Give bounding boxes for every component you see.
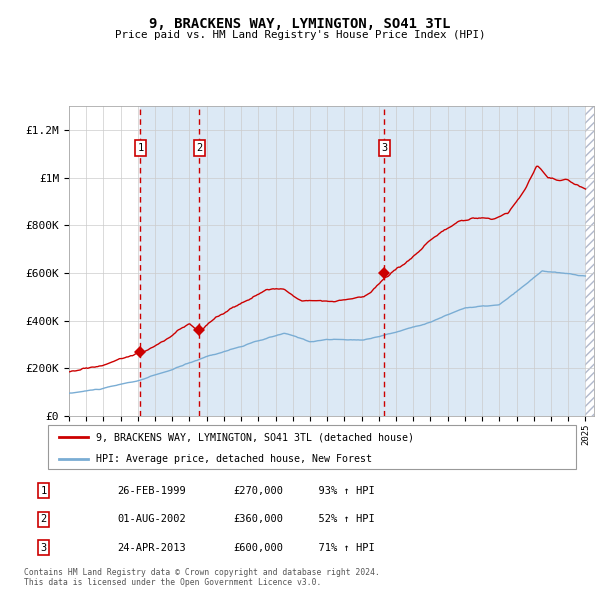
Text: 2: 2 xyxy=(41,514,47,524)
Text: 3: 3 xyxy=(381,143,388,153)
Text: 2: 2 xyxy=(196,143,203,153)
Text: Contains HM Land Registry data © Crown copyright and database right 2024.: Contains HM Land Registry data © Crown c… xyxy=(24,568,380,576)
Bar xyxy=(140,106,586,416)
Text: £270,000: £270,000 xyxy=(233,486,283,496)
Text: HPI: Average price, detached house, New Forest: HPI: Average price, detached house, New … xyxy=(95,454,371,464)
FancyBboxPatch shape xyxy=(48,425,576,469)
Text: 9, BRACKENS WAY, LYMINGTON, SO41 3TL: 9, BRACKENS WAY, LYMINGTON, SO41 3TL xyxy=(149,17,451,31)
Text: 9, BRACKENS WAY, LYMINGTON, SO41 3TL (detached house): 9, BRACKENS WAY, LYMINGTON, SO41 3TL (de… xyxy=(95,432,413,442)
Text: 1: 1 xyxy=(137,143,143,153)
Text: 93% ↑ HPI: 93% ↑ HPI xyxy=(306,486,375,496)
Text: 3: 3 xyxy=(41,543,47,552)
Text: £600,000: £600,000 xyxy=(233,543,283,552)
Text: 01-AUG-2002: 01-AUG-2002 xyxy=(117,514,186,524)
Text: This data is licensed under the Open Government Licence v3.0.: This data is licensed under the Open Gov… xyxy=(24,578,322,587)
Text: 71% ↑ HPI: 71% ↑ HPI xyxy=(306,543,375,552)
Text: 24-APR-2013: 24-APR-2013 xyxy=(117,543,186,552)
Text: £360,000: £360,000 xyxy=(233,514,283,524)
Text: 1: 1 xyxy=(41,486,47,496)
Text: 26-FEB-1999: 26-FEB-1999 xyxy=(117,486,186,496)
Bar xyxy=(586,106,594,416)
Text: 52% ↑ HPI: 52% ↑ HPI xyxy=(306,514,375,524)
Text: Price paid vs. HM Land Registry's House Price Index (HPI): Price paid vs. HM Land Registry's House … xyxy=(115,30,485,40)
